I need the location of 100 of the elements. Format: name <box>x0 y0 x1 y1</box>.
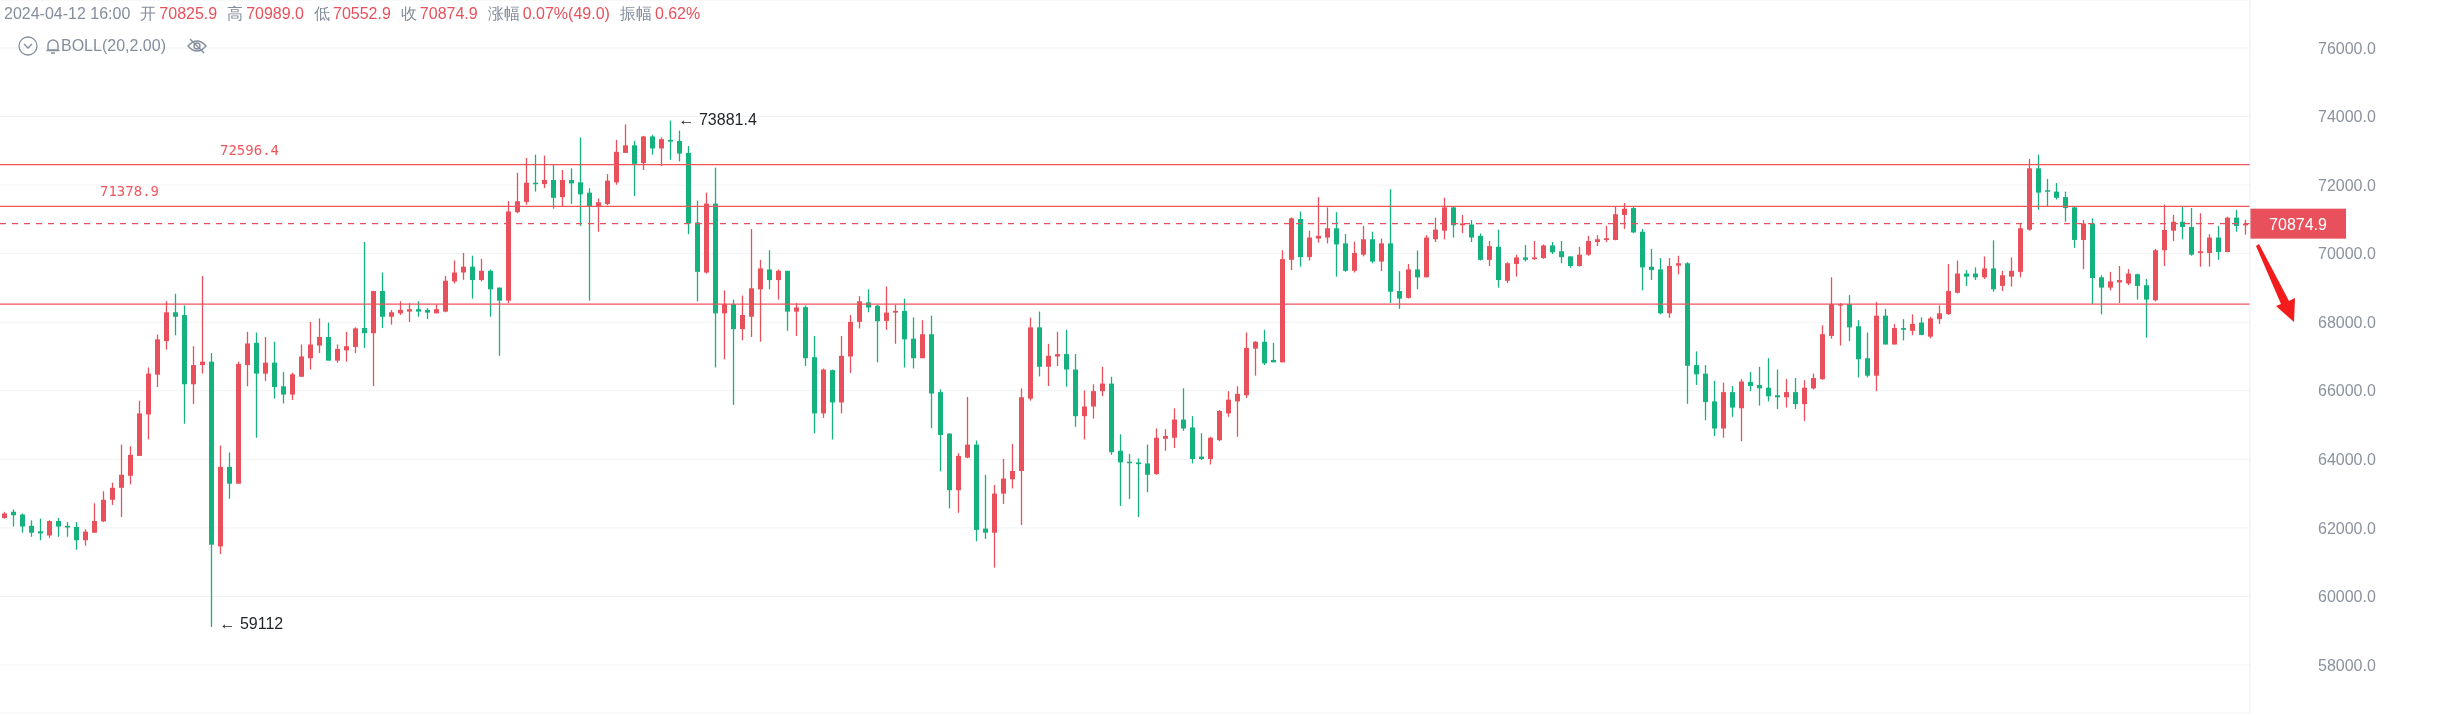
candlestick <box>920 319 925 359</box>
candlestick <box>1415 249 1420 290</box>
y-tick-label: 66000.0 <box>2318 382 2376 400</box>
candlestick <box>587 187 592 302</box>
candlestick <box>2180 205 2185 240</box>
candlestick <box>1928 316 1933 339</box>
candlestick <box>1955 259 1960 295</box>
candlestick <box>1865 331 1870 379</box>
y-tick-label: 74000.0 <box>2318 108 2376 126</box>
candlestick <box>578 136 583 227</box>
candlestick <box>1469 219 1474 243</box>
annotation: 低 <box>314 5 331 22</box>
candlestick <box>497 286 502 357</box>
candlestick <box>110 482 115 506</box>
candlestick <box>1793 377 1798 410</box>
candlestick <box>74 521 79 551</box>
candlestick <box>1226 390 1231 418</box>
candlestick <box>1802 379 1807 422</box>
candlestick <box>668 119 673 161</box>
candlestick <box>1145 443 1150 493</box>
candlestick <box>632 140 637 197</box>
candlestick <box>1163 428 1168 452</box>
candlestick <box>335 343 340 364</box>
annotation: 2024-04-12 16:00 <box>4 5 131 22</box>
candlestick <box>1046 343 1051 387</box>
candlestick <box>1487 240 1492 267</box>
annotation: 涨幅 <box>487 5 520 22</box>
candlestick <box>1748 371 1753 392</box>
candlestick <box>875 304 880 363</box>
y-tick-label: 70000.0 <box>2318 245 2376 263</box>
annotation: ← 73881.4 <box>678 110 757 129</box>
annotation: 高 <box>227 5 244 22</box>
candlestick <box>326 321 331 362</box>
candlestick <box>551 164 556 210</box>
candlestick <box>290 371 295 401</box>
candlestick <box>1559 240 1564 264</box>
annotation: ← 59112 <box>219 614 284 633</box>
candlestick <box>1370 231 1375 264</box>
candlestick <box>1082 389 1087 441</box>
candlestick <box>470 255 475 300</box>
candlestick <box>281 371 286 405</box>
candlestick <box>2000 270 2005 292</box>
candlestick <box>1478 232 1483 262</box>
candlestick <box>38 517 43 541</box>
candlestick <box>128 445 133 486</box>
candlestick <box>1361 225 1366 258</box>
candlestick <box>1775 368 1780 410</box>
candlestick <box>2144 278 2149 339</box>
candlestick <box>245 331 250 387</box>
annotation: 收 <box>400 5 417 22</box>
candlestick <box>1730 385 1735 418</box>
candlestick <box>1208 436 1213 466</box>
ref-line-label: 70874.9 <box>2269 215 2328 233</box>
candlestick <box>20 512 25 534</box>
candlestick <box>1262 329 1267 366</box>
candlestick <box>362 241 367 349</box>
candlestick <box>173 293 178 336</box>
candlestick <box>56 517 61 538</box>
candlestick <box>983 474 988 540</box>
candlestick <box>1505 261 1510 284</box>
candlestick <box>2045 178 2050 208</box>
candlestick <box>1514 254 1519 278</box>
y-tick-label: 58000.0 <box>2318 656 2376 674</box>
annotation: 70825.9 <box>159 5 218 22</box>
candlestick <box>1118 433 1123 507</box>
y-tick-label: 76000.0 <box>2318 39 2376 57</box>
annotation: 0.07%(49.0) <box>522 5 610 22</box>
candlestick <box>1892 323 1897 346</box>
candlestick <box>623 123 628 154</box>
candlestick <box>263 336 268 382</box>
candlestick <box>911 316 916 370</box>
candlestick <box>965 396 970 459</box>
candlestick <box>2216 225 2221 261</box>
candlestick <box>479 258 484 283</box>
ref-line-label: 72596.4 <box>220 141 280 158</box>
candlestick <box>2207 233 2212 268</box>
candlestick <box>191 345 196 405</box>
candlestick <box>1991 239 1996 293</box>
candlestick <box>1982 255 1987 280</box>
candlestick <box>101 490 106 523</box>
candlestick <box>344 331 349 363</box>
candlestick <box>2108 271 2113 291</box>
candlestick <box>1901 318 1906 342</box>
candlestick <box>1100 366 1105 397</box>
candlestick <box>1172 407 1177 449</box>
candlestick <box>650 134 655 156</box>
candlestick <box>677 129 682 163</box>
candlestick <box>1397 270 1402 310</box>
candlestick <box>1055 331 1060 367</box>
y-tick-label: 64000.0 <box>2318 451 2376 469</box>
candlestick <box>308 321 313 371</box>
candlestick <box>227 451 232 500</box>
candlestick <box>488 268 493 318</box>
candlestick <box>2099 274 2104 315</box>
candlestick <box>1253 340 1258 377</box>
candlestick <box>92 502 97 534</box>
candlestick <box>1064 329 1069 388</box>
candlestick <box>1379 237 1384 272</box>
candlestick <box>1091 383 1096 420</box>
candlestick <box>1694 350 1699 386</box>
